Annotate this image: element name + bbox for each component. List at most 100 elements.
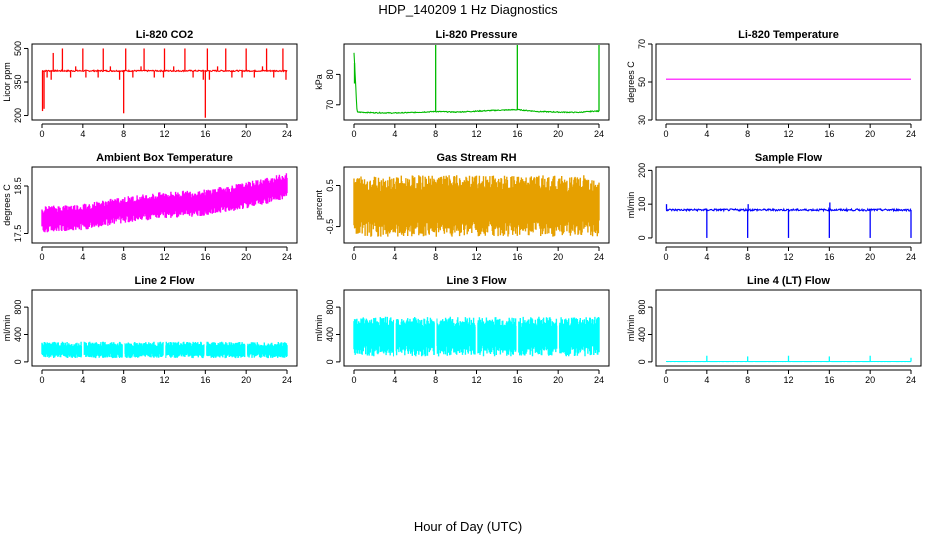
- x-tick-label: 20: [241, 252, 251, 262]
- y-axis-label: ml/min: [314, 315, 324, 342]
- x-tick-label: 24: [282, 375, 292, 385]
- x-tick-label: 4: [704, 129, 709, 139]
- x-tick-label: 4: [80, 252, 85, 262]
- plot-frame: [343, 43, 610, 121]
- plot-frame: [655, 43, 922, 121]
- y-axis-label: kPa: [314, 74, 324, 90]
- y-tick-label: 350: [13, 74, 23, 89]
- x-tick-label: 16: [200, 129, 210, 139]
- figure-title: HDP_140209 1 Hz Diagnostics: [378, 2, 558, 17]
- x-tick-label: 8: [433, 129, 438, 139]
- chart-panel: Li-820 Pressure kPa 0 4 8 12 16 20 24 70 80: [314, 29, 610, 139]
- x-tick-label: 8: [745, 252, 750, 262]
- plot-frame: [655, 166, 922, 244]
- series-line: [665, 206, 912, 213]
- y-tick-label: 70: [637, 39, 647, 49]
- x-tick-label: 8: [433, 375, 438, 385]
- panel-title: Gas Stream RH: [436, 152, 516, 164]
- x-tick-label: 20: [241, 375, 251, 385]
- data-group: [41, 173, 288, 233]
- x-tick-label: 24: [594, 375, 604, 385]
- x-tick-label: 12: [159, 252, 169, 262]
- y-tick-label: 400: [637, 327, 647, 342]
- x-tick-label: 12: [159, 129, 169, 139]
- y-axis-label: Licor ppm: [2, 62, 12, 102]
- y-axis-label: ml/min: [626, 192, 636, 219]
- x-tick-label: 20: [865, 252, 875, 262]
- x-tick-label: 20: [865, 129, 875, 139]
- x-tick-label: 12: [159, 375, 169, 385]
- y-tick-label: 0: [637, 235, 647, 240]
- x-tick-label: 4: [80, 129, 85, 139]
- series-band: [41, 341, 288, 359]
- y-axis-label: ml/min: [626, 315, 636, 342]
- x-tick-label: 0: [39, 129, 44, 139]
- x-tick-label: 20: [553, 129, 563, 139]
- plot-frame: [655, 289, 922, 367]
- y-tick-label: 80: [325, 69, 335, 79]
- x-tick-label: 0: [39, 375, 44, 385]
- x-tick-label: 16: [824, 375, 834, 385]
- y-tick-label: 200: [637, 163, 647, 178]
- x-tick-label: 4: [392, 129, 397, 139]
- x-tick-label: 12: [783, 375, 793, 385]
- x-tick-label: 4: [704, 375, 709, 385]
- x-tick-label: 0: [351, 375, 356, 385]
- panel-title: Li-820 Temperature: [738, 29, 839, 41]
- x-tick-label: 24: [906, 375, 916, 385]
- x-tick-label: 0: [663, 375, 668, 385]
- y-tick-label: 0.5: [325, 179, 335, 192]
- x-tick-label: 24: [906, 252, 916, 262]
- x-tick-label: 16: [824, 252, 834, 262]
- x-tick-label: 8: [121, 252, 126, 262]
- x-tick-label: 0: [351, 129, 356, 139]
- y-tick-label: 800: [13, 300, 23, 315]
- x-tick-label: 0: [351, 252, 356, 262]
- y-tick-label: 50: [637, 77, 647, 87]
- chart-panel: Line 4 (LT) Flow ml/min 0 4 8 12 16 20 24 0 400 800: [626, 275, 922, 385]
- panel-title: Li-820 CO2: [136, 29, 193, 41]
- x-tick-label: 16: [200, 375, 210, 385]
- y-axis-label: percent: [314, 189, 324, 220]
- x-tick-label: 16: [512, 129, 522, 139]
- x-tick-label: 12: [471, 252, 481, 262]
- x-tick-label: 24: [594, 252, 604, 262]
- x-tick-label: 4: [80, 375, 85, 385]
- data-group: [353, 175, 600, 237]
- panel-title: Ambient Box Temperature: [96, 152, 233, 164]
- data-group: [41, 48, 288, 118]
- panel-title: Line 4 (LT) Flow: [747, 275, 830, 287]
- panel-title: Li-820 Pressure: [436, 29, 518, 41]
- x-tick-label: 20: [553, 252, 563, 262]
- y-tick-label: 30: [637, 115, 647, 125]
- x-axis-label: Hour of Day (UTC): [414, 519, 522, 534]
- x-tick-label: 16: [200, 252, 210, 262]
- x-tick-label: 20: [865, 375, 875, 385]
- x-tick-label: 24: [906, 129, 916, 139]
- x-tick-label: 8: [745, 375, 750, 385]
- x-tick-label: 0: [663, 129, 668, 139]
- x-tick-label: 8: [433, 252, 438, 262]
- x-tick-label: 8: [121, 375, 126, 385]
- panel-title: Sample Flow: [755, 152, 823, 164]
- x-tick-label: 4: [704, 252, 709, 262]
- data-group: [353, 316, 600, 357]
- y-tick-label: -0.5: [325, 219, 335, 235]
- y-tick-label: 18.5: [13, 177, 23, 195]
- x-tick-label: 16: [512, 252, 522, 262]
- plot-frame: [31, 289, 298, 367]
- y-tick-label: 100: [637, 197, 647, 212]
- y-tick-label: 70: [325, 100, 335, 110]
- x-tick-label: 20: [241, 129, 251, 139]
- chart-panel: Li-820 CO2 Licor ppm 0 4 8 12 16 20 24 200 350 500: [2, 29, 298, 139]
- x-tick-label: 20: [553, 375, 563, 385]
- x-tick-label: 24: [594, 129, 604, 139]
- x-tick-label: 0: [663, 252, 668, 262]
- x-tick-label: 12: [783, 252, 793, 262]
- y-tick-label: 400: [13, 327, 23, 342]
- chart-panel: Li-820 Temperature degrees C 0 4 8 12 16 20 24 30…: [626, 29, 922, 139]
- chart-panel: Gas Stream RH percent 0 4 8 12 16 20 24 -0.5 0.5: [314, 152, 610, 262]
- y-tick-label: 200: [13, 108, 23, 123]
